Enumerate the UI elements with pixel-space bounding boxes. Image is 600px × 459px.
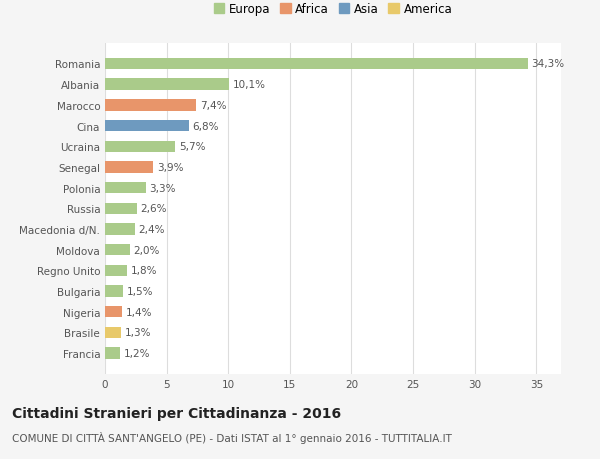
Text: COMUNE DI CITTÀ SANT'ANGELO (PE) - Dati ISTAT al 1° gennaio 2016 - TUTTITALIA.IT: COMUNE DI CITTÀ SANT'ANGELO (PE) - Dati … [12,431,452,443]
Bar [105,307,122,318]
Bar [105,245,130,256]
Bar [105,286,124,297]
Text: 5,7%: 5,7% [179,142,205,152]
Text: 3,9%: 3,9% [157,162,183,173]
Bar [105,59,528,70]
Text: 10,1%: 10,1% [233,80,266,90]
Text: 1,3%: 1,3% [125,328,151,338]
Text: 1,4%: 1,4% [126,307,152,317]
Bar [105,79,229,90]
Text: 2,4%: 2,4% [138,224,165,235]
Bar [105,162,153,173]
Bar [105,203,137,214]
Text: 3,3%: 3,3% [149,183,176,193]
Bar [105,327,121,338]
Bar [105,183,146,194]
Text: 1,2%: 1,2% [124,348,150,358]
Text: 2,0%: 2,0% [133,245,160,255]
Text: 6,8%: 6,8% [193,121,219,131]
Bar [105,100,196,111]
Bar [105,224,134,235]
Bar [105,348,120,359]
Bar [105,141,175,152]
Text: 7,4%: 7,4% [200,101,226,111]
Text: 1,8%: 1,8% [131,266,157,276]
Text: 1,5%: 1,5% [127,286,154,297]
Text: 2,6%: 2,6% [141,204,167,214]
Bar [105,265,127,276]
Bar [105,121,189,132]
Legend: Europa, Africa, Asia, America: Europa, Africa, Asia, America [209,0,457,21]
Text: Cittadini Stranieri per Cittadinanza - 2016: Cittadini Stranieri per Cittadinanza - 2… [12,406,341,420]
Text: 34,3%: 34,3% [532,59,565,69]
